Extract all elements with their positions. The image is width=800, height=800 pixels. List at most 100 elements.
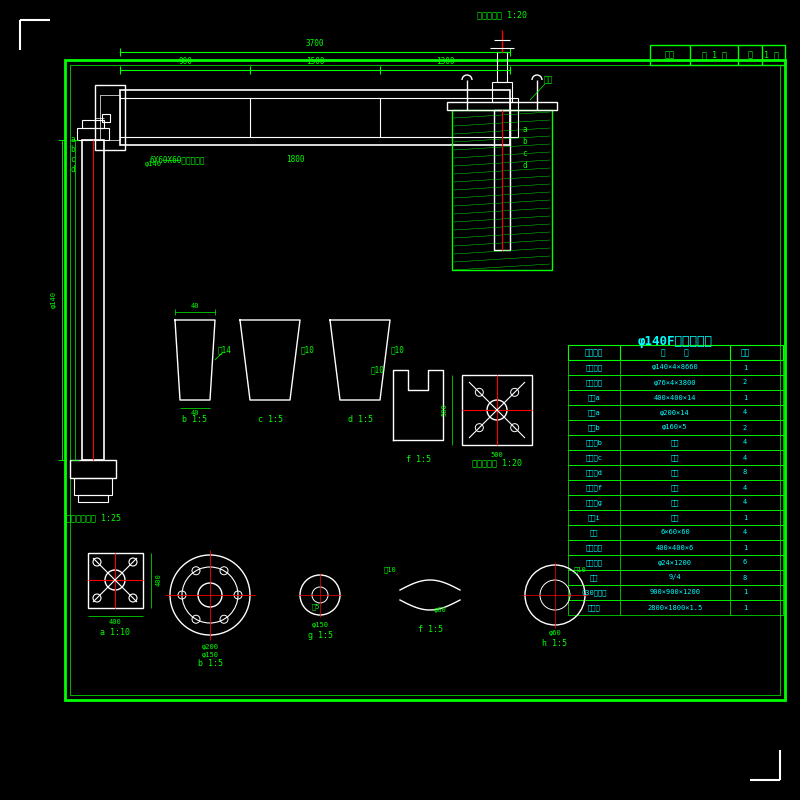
Bar [568, 495, 783, 510]
Bar [568, 390, 783, 405]
Text: 400×400×6: 400×400×6 [656, 545, 694, 550]
Bar [568, 465, 783, 480]
Text: 40: 40 [190, 410, 199, 416]
Bar [70, 460, 116, 478]
Bar [650, 45, 785, 65]
Text: 基础平面图 1:20: 基础平面图 1:20 [472, 458, 522, 467]
Text: φ24×1200: φ24×1200 [658, 559, 692, 566]
Bar [494, 110, 510, 250]
Text: φ60: φ60 [549, 630, 562, 636]
Bar [452, 110, 552, 270]
Text: 1300: 1300 [436, 58, 454, 66]
Text: 横梁钢管: 横梁钢管 [586, 379, 602, 386]
Text: c: c [522, 150, 527, 158]
Text: 厚10: 厚10 [391, 346, 405, 354]
Text: 立柱钢管: 立柱钢管 [586, 364, 602, 371]
Text: 如图: 如图 [670, 499, 679, 506]
Bar [77, 128, 109, 140]
Bar [568, 480, 783, 495]
Text: 1: 1 [743, 365, 747, 370]
Text: 如图: 如图 [670, 484, 679, 491]
Text: 法兰a: 法兰a [588, 409, 600, 416]
Text: b: b [70, 146, 75, 154]
Text: 厚14: 厚14 [218, 346, 232, 354]
Text: 加强筋b: 加强筋b [586, 439, 602, 446]
Text: 加强筋f: 加强筋f [586, 484, 602, 491]
Bar [120, 90, 510, 145]
Text: 3700: 3700 [306, 39, 324, 49]
Text: 1: 1 [743, 545, 747, 550]
Text: 2: 2 [743, 379, 747, 386]
Text: 厚10: 厚10 [384, 566, 396, 574]
Text: φ150: φ150 [311, 622, 329, 628]
Text: 缆线: 缆线 [543, 75, 553, 85]
Bar [568, 525, 783, 540]
Text: b 1:5: b 1:5 [198, 658, 222, 667]
Text: 底板a: 底板a [588, 394, 600, 401]
Text: 900: 900 [178, 58, 192, 66]
Bar [70, 65, 780, 695]
Text: b 1:5: b 1:5 [182, 415, 207, 425]
Text: 6: 6 [743, 559, 747, 566]
Text: 基础面板: 基础面板 [586, 544, 602, 551]
Text: 900×900×1200: 900×900×1200 [650, 590, 701, 595]
Text: 2800×1800×1.5: 2800×1800×1.5 [647, 605, 702, 610]
Text: 如图: 如图 [670, 454, 679, 461]
Text: 1500: 1500 [306, 58, 324, 66]
Text: 材料名称: 材料名称 [585, 348, 603, 357]
Text: 6×60×60: 6×60×60 [660, 530, 690, 535]
Bar [82, 140, 104, 460]
Text: a 1:10: a 1:10 [100, 628, 130, 637]
Text: 第 1 页: 第 1 页 [702, 50, 726, 59]
Text: 1800: 1800 [286, 155, 304, 165]
Text: 加强筋d: 加强筋d [586, 469, 602, 476]
Bar [95, 85, 125, 150]
Text: φ200: φ200 [202, 644, 218, 650]
Text: 500: 500 [490, 452, 503, 458]
Text: 加强筋c: 加强筋c [586, 454, 602, 461]
Bar [568, 570, 783, 585]
Text: 1: 1 [743, 514, 747, 521]
Text: 4: 4 [743, 439, 747, 446]
Text: 1: 1 [743, 605, 747, 610]
Text: 厚10: 厚10 [301, 346, 315, 354]
Bar [65, 60, 785, 700]
Text: a: a [522, 126, 527, 134]
Text: φ140×4×8660: φ140×4×8660 [652, 365, 698, 370]
Bar [568, 555, 783, 570]
Bar [568, 345, 783, 360]
Text: 9/4: 9/4 [669, 574, 682, 581]
Bar [462, 375, 532, 445]
Text: φ76×4×3800: φ76×4×3800 [654, 379, 696, 386]
Text: 盖板i: 盖板i [588, 514, 600, 521]
Text: 4: 4 [743, 485, 747, 490]
Text: 1: 1 [743, 590, 747, 595]
Bar [568, 375, 783, 390]
Text: 8: 8 [743, 574, 747, 581]
Bar [568, 405, 783, 420]
Bar [497, 52, 507, 82]
Text: 标志牌: 标志牌 [588, 604, 600, 611]
Text: φ60: φ60 [434, 607, 446, 613]
Text: 基础杆立面图 1:25: 基础杆立面图 1:25 [66, 514, 121, 522]
Text: 2: 2 [743, 425, 747, 430]
Text: d 1:5: d 1:5 [347, 415, 373, 425]
Bar [568, 420, 783, 435]
Bar [568, 450, 783, 465]
Text: 角铁: 角铁 [590, 529, 598, 536]
Text: 6X60X60角钢挂臂杆: 6X60X60角钢挂臂杆 [150, 155, 206, 165]
Text: 件数: 件数 [740, 348, 750, 357]
Bar [102, 114, 110, 122]
Text: c 1:5: c 1:5 [258, 415, 282, 425]
Text: 4: 4 [743, 530, 747, 535]
Text: 400×400×14: 400×400×14 [654, 394, 696, 401]
Text: 4: 4 [743, 499, 747, 506]
Text: φ200×14: φ200×14 [660, 410, 690, 415]
Text: 400: 400 [155, 574, 162, 586]
Text: b: b [522, 138, 527, 146]
Bar [87, 553, 142, 607]
Bar [510, 98, 518, 137]
Text: f 1:5: f 1:5 [406, 455, 430, 465]
Text: 如图: 如图 [670, 439, 679, 446]
Text: 基础立面图 1:20: 基础立面图 1:20 [477, 10, 527, 19]
